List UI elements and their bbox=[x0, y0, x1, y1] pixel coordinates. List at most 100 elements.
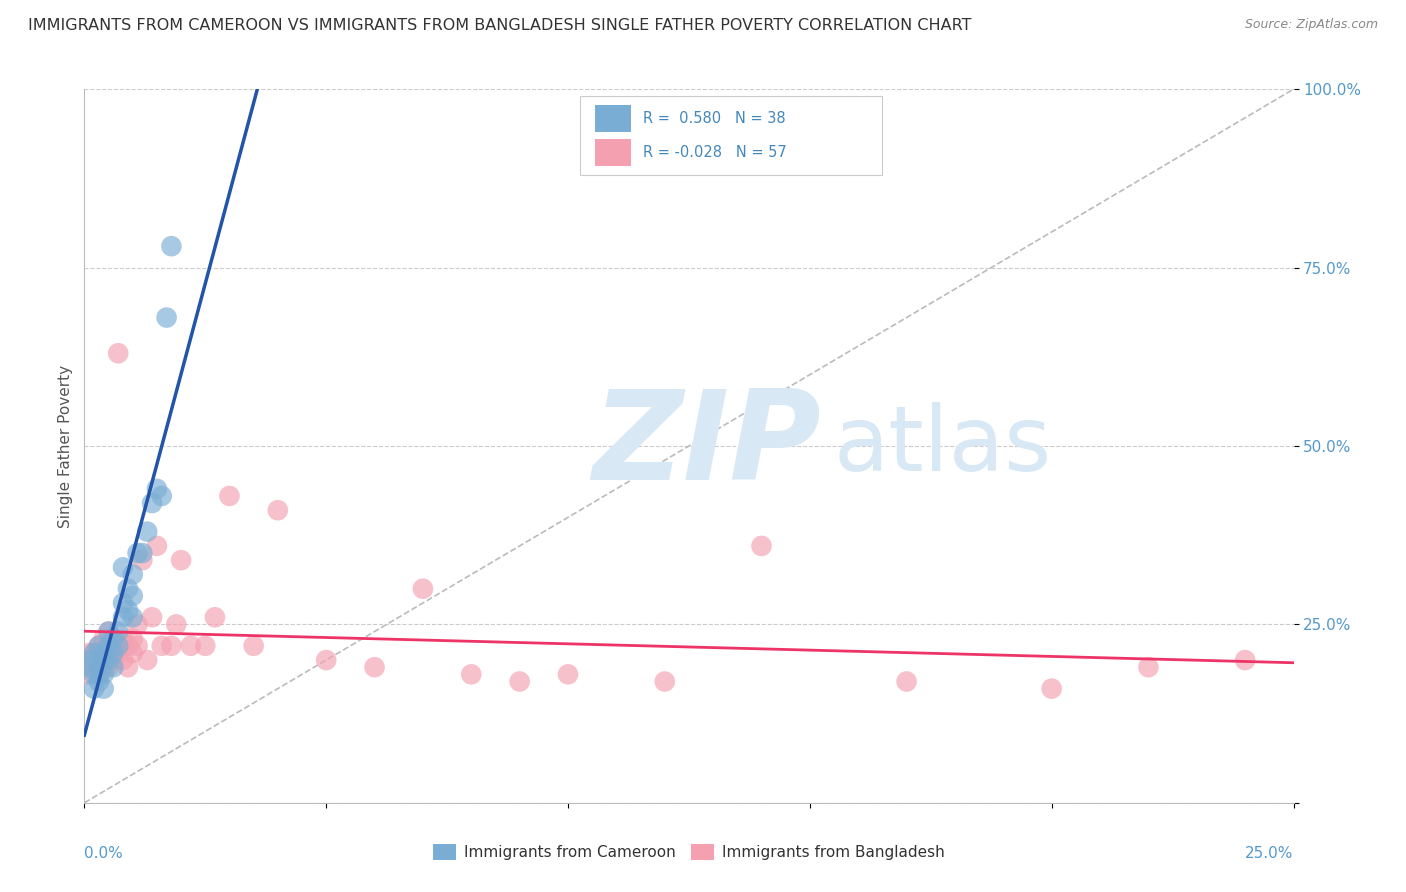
Point bbox=[93, 667, 115, 681]
Point bbox=[93, 646, 115, 660]
Bar bbox=[595, 139, 631, 166]
Point bbox=[121, 632, 143, 646]
Point bbox=[121, 610, 143, 624]
Point bbox=[97, 624, 120, 639]
Point bbox=[1137, 660, 1160, 674]
Point bbox=[93, 646, 115, 660]
Point bbox=[315, 653, 337, 667]
Point bbox=[896, 674, 918, 689]
Point bbox=[77, 646, 100, 660]
Point bbox=[117, 639, 139, 653]
Point bbox=[93, 653, 115, 667]
Point bbox=[170, 553, 193, 567]
Point bbox=[160, 639, 183, 653]
Point bbox=[87, 667, 110, 681]
Point bbox=[87, 660, 110, 674]
Point bbox=[557, 667, 579, 681]
Y-axis label: Single Father Poverty: Single Father Poverty bbox=[58, 365, 73, 527]
Point bbox=[97, 639, 120, 653]
Point bbox=[112, 596, 135, 610]
Point bbox=[103, 632, 125, 646]
Text: Source: ZipAtlas.com: Source: ZipAtlas.com bbox=[1244, 18, 1378, 31]
Point bbox=[146, 539, 169, 553]
Point bbox=[97, 653, 120, 667]
Point bbox=[194, 639, 217, 653]
Legend: Immigrants from Cameroon, Immigrants from Bangladesh: Immigrants from Cameroon, Immigrants fro… bbox=[427, 838, 950, 866]
Point bbox=[77, 653, 100, 667]
Point bbox=[103, 639, 125, 653]
Point bbox=[121, 567, 143, 582]
Point bbox=[136, 524, 159, 539]
Point bbox=[83, 681, 105, 696]
Point bbox=[141, 610, 163, 624]
Point bbox=[83, 653, 105, 667]
Point bbox=[112, 610, 135, 624]
Point bbox=[87, 667, 110, 681]
Point bbox=[107, 624, 129, 639]
Point bbox=[83, 646, 105, 660]
Point bbox=[87, 646, 110, 660]
Point bbox=[87, 653, 110, 667]
Point bbox=[83, 660, 105, 674]
Point bbox=[97, 646, 120, 660]
Point bbox=[97, 624, 120, 639]
Point bbox=[150, 489, 173, 503]
Point bbox=[131, 546, 153, 560]
Point bbox=[127, 617, 149, 632]
Point bbox=[103, 646, 125, 660]
Point bbox=[509, 674, 531, 689]
Text: atlas: atlas bbox=[834, 402, 1052, 490]
Point bbox=[654, 674, 676, 689]
Point bbox=[117, 603, 139, 617]
Text: IMMIGRANTS FROM CAMEROON VS IMMIGRANTS FROM BANGLADESH SINGLE FATHER POVERTY COR: IMMIGRANTS FROM CAMEROON VS IMMIGRANTS F… bbox=[28, 18, 972, 33]
Point bbox=[103, 660, 125, 674]
Point bbox=[180, 639, 202, 653]
Point bbox=[412, 582, 434, 596]
Point bbox=[112, 560, 135, 574]
Point bbox=[136, 653, 159, 667]
Point bbox=[150, 639, 173, 653]
Point bbox=[93, 660, 115, 674]
Point bbox=[121, 589, 143, 603]
Point bbox=[107, 346, 129, 360]
Point bbox=[83, 646, 105, 660]
Point bbox=[117, 660, 139, 674]
Text: 0.0%: 0.0% bbox=[84, 846, 124, 861]
Point bbox=[93, 632, 115, 646]
Text: R = -0.028   N = 57: R = -0.028 N = 57 bbox=[643, 145, 787, 161]
Point bbox=[460, 667, 482, 681]
Point bbox=[121, 646, 143, 660]
Point bbox=[93, 653, 115, 667]
FancyBboxPatch shape bbox=[581, 96, 883, 175]
Point bbox=[267, 503, 290, 517]
Point bbox=[117, 582, 139, 596]
Point bbox=[107, 639, 129, 653]
Point bbox=[165, 617, 187, 632]
Point bbox=[83, 667, 105, 681]
Point bbox=[363, 660, 385, 674]
Point bbox=[751, 539, 773, 553]
Point bbox=[97, 639, 120, 653]
Point bbox=[204, 610, 226, 624]
Point bbox=[1040, 681, 1063, 696]
Point bbox=[112, 653, 135, 667]
Point bbox=[1234, 653, 1257, 667]
Point bbox=[127, 639, 149, 653]
Text: 25.0%: 25.0% bbox=[1246, 846, 1294, 861]
Point bbox=[77, 667, 100, 681]
Text: R =  0.580   N = 38: R = 0.580 N = 38 bbox=[643, 111, 786, 126]
Point bbox=[97, 660, 120, 674]
Point bbox=[218, 489, 240, 503]
Point bbox=[77, 660, 100, 674]
Point bbox=[160, 239, 183, 253]
Point bbox=[141, 496, 163, 510]
Point bbox=[131, 553, 153, 567]
Point bbox=[87, 653, 110, 667]
Text: ZIP: ZIP bbox=[592, 385, 821, 507]
Point bbox=[107, 639, 129, 653]
Point bbox=[155, 310, 177, 325]
Point bbox=[87, 674, 110, 689]
Point bbox=[87, 639, 110, 653]
Point bbox=[87, 639, 110, 653]
Point bbox=[93, 681, 115, 696]
